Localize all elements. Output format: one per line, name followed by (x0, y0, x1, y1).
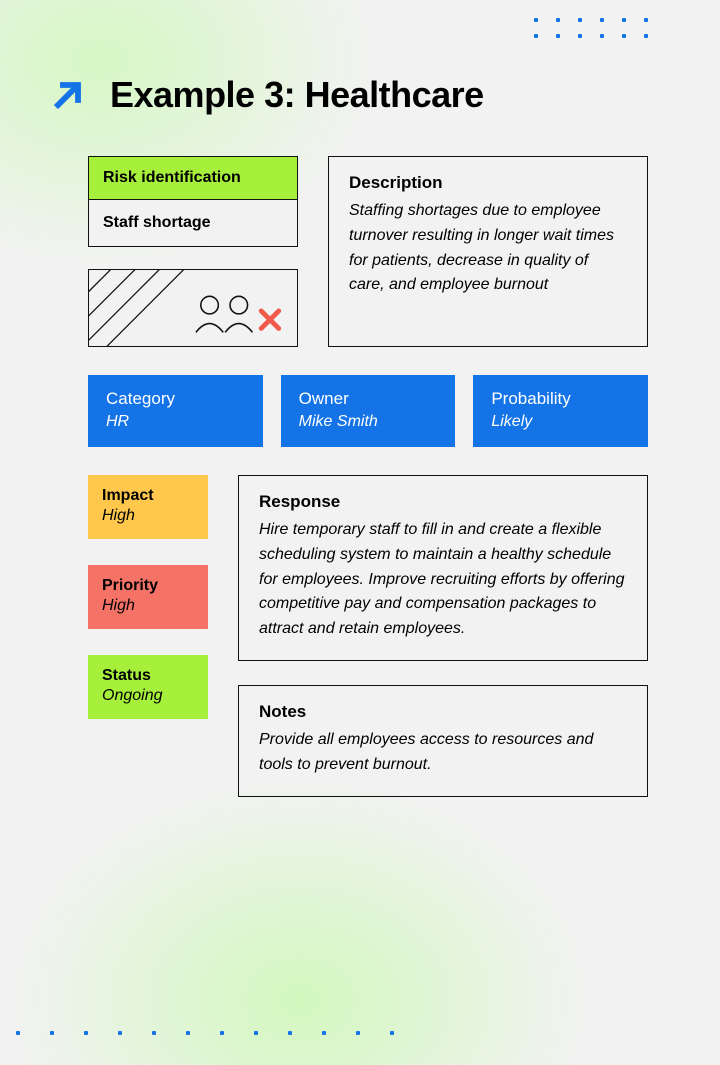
page-title: Example 3: Healthcare (110, 74, 484, 116)
response-box: Response Hire temporary staff to fill in… (238, 475, 648, 661)
meta-probability: Probability Likely (473, 375, 648, 447)
meta-value: Likely (491, 413, 630, 431)
card-label: Status (102, 667, 194, 685)
response-body: Hire temporary staff to fill in and crea… (259, 518, 627, 642)
meta-value: HR (106, 413, 245, 431)
response-title: Response (259, 492, 627, 512)
page: Example 3: Healthcare Risk identificatio… (0, 0, 720, 837)
meta-owner: Owner Mike Smith (281, 375, 456, 447)
card-label: Impact (102, 487, 194, 505)
card-value: High (102, 597, 194, 615)
impact-card: Impact High (88, 475, 208, 539)
notes-body: Provide all employees access to resource… (259, 728, 627, 778)
title-row: Example 3: Healthcare (48, 74, 672, 116)
risk-header: Risk identification (89, 157, 297, 200)
description-title: Description (349, 173, 627, 193)
card-label: Priority (102, 577, 194, 595)
text-column: Response Hire temporary staff to fill in… (238, 475, 648, 797)
meta-label: Category (106, 389, 245, 409)
bottom-row: Impact High Priority High Status Ongoing… (88, 475, 648, 797)
side-cards: Impact High Priority High Status Ongoing (88, 475, 208, 797)
arrow-up-right-icon (48, 75, 88, 115)
meta-label: Owner (299, 389, 438, 409)
notes-title: Notes (259, 702, 627, 722)
meta-row: Category HR Owner Mike Smith Probability… (88, 375, 648, 447)
description-box: Description Staffing shortages due to em… (328, 156, 648, 347)
card-value: High (102, 507, 194, 525)
top-row: Risk identification Staff shortage (88, 156, 648, 347)
meta-category: Category HR (88, 375, 263, 447)
meta-value: Mike Smith (299, 413, 438, 431)
risk-value: Staff shortage (89, 200, 297, 246)
description-body: Staffing shortages due to employee turno… (349, 199, 627, 298)
staff-illustration (88, 269, 298, 347)
card-value: Ongoing (102, 687, 194, 705)
priority-card: Priority High (88, 565, 208, 629)
notes-box: Notes Provide all employees access to re… (238, 685, 648, 797)
status-card: Status Ongoing (88, 655, 208, 719)
risk-column: Risk identification Staff shortage (88, 156, 298, 347)
decorative-dots-bottom (16, 1031, 394, 1035)
risk-id-box: Risk identification Staff shortage (88, 156, 298, 247)
content: Risk identification Staff shortage (88, 156, 648, 797)
meta-label: Probability (491, 389, 630, 409)
